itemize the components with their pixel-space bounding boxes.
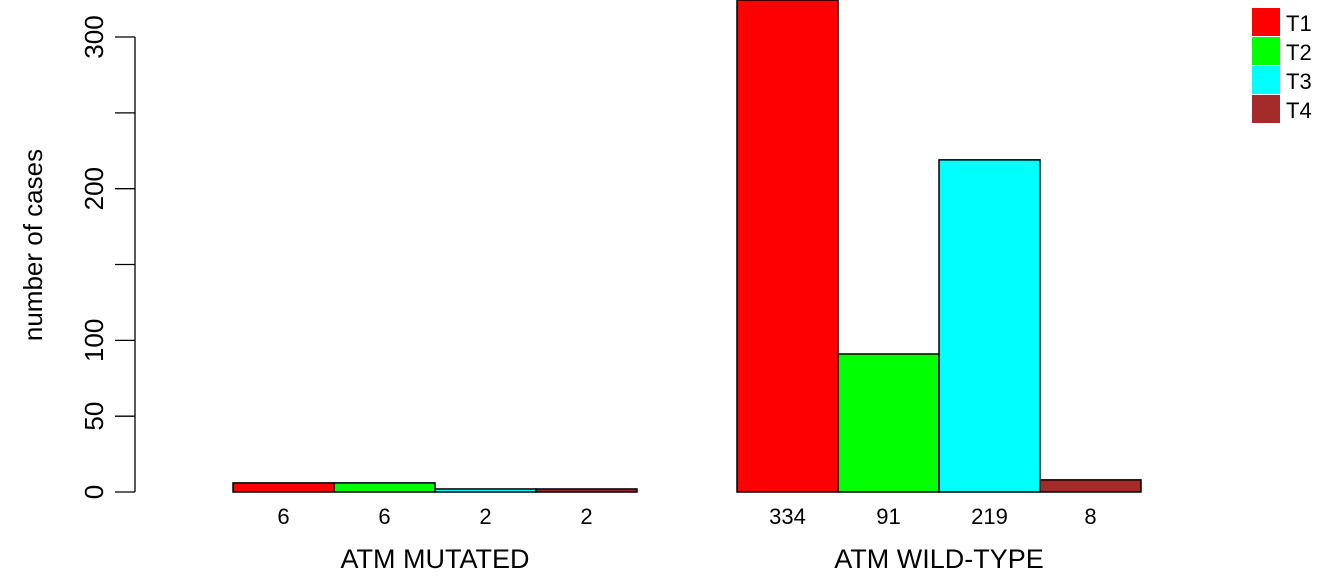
legend-swatch — [1252, 37, 1280, 65]
bar-count-label: 8 — [1084, 504, 1096, 529]
legend-swatch — [1252, 8, 1280, 36]
legend-label: T2 — [1286, 40, 1312, 65]
y-tick-label: 100 — [79, 319, 109, 362]
y-axis: 0 50 100 200 300 — [79, 15, 136, 499]
bar — [535, 488, 638, 493]
legend-label: T1 — [1286, 11, 1312, 36]
group-label: ATM WILD-TYPE — [834, 544, 1044, 574]
y-tick-label: 200 — [79, 167, 109, 210]
bar — [434, 488, 537, 493]
bar-count-label: 2 — [479, 504, 491, 529]
bar — [1039, 479, 1142, 493]
group-label: ATM MUTATED — [341, 544, 530, 574]
bar-count-label: 6 — [378, 504, 390, 529]
legend-label: T4 — [1286, 98, 1312, 123]
bar-count-label: 2 — [580, 504, 592, 529]
y-tick-label: 50 — [79, 402, 109, 431]
legend-swatch — [1252, 95, 1280, 123]
legend-swatch — [1252, 66, 1280, 94]
bar-count-label: 91 — [876, 504, 900, 529]
bars: 6 6 2 2 ATM MUTATED 334 91 219 8 ATM WILD-TYPE — [232, 0, 1142, 574]
legend: T1 T2 T3 T4 — [1252, 8, 1312, 123]
y-axis-label: number of cases — [18, 149, 48, 341]
legend-label: T3 — [1286, 69, 1312, 94]
bar — [837, 353, 940, 493]
bar — [736, 0, 839, 493]
y-tick-label: 300 — [79, 15, 109, 58]
bar-count-label: 219 — [971, 504, 1008, 529]
bar-count-label: 6 — [277, 504, 289, 529]
y-tick-label: 0 — [79, 485, 109, 499]
bar — [232, 482, 335, 493]
bar-count-label: 334 — [769, 504, 806, 529]
bar — [938, 159, 1041, 493]
bar — [333, 482, 436, 493]
